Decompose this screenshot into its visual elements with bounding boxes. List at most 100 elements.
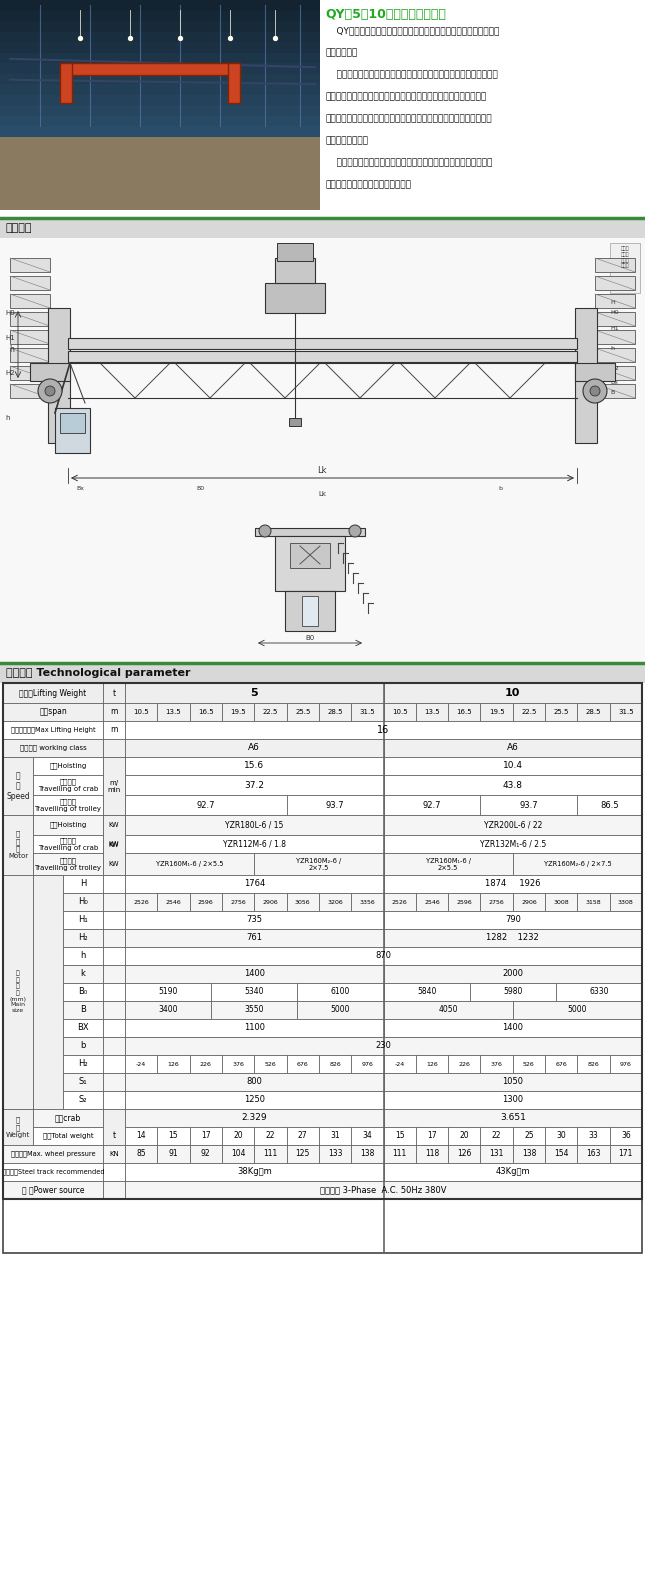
Bar — [286, 794, 384, 815]
Bar — [125, 704, 157, 721]
Bar — [277, 244, 313, 261]
Bar — [545, 893, 577, 911]
Text: H2: H2 — [610, 366, 619, 371]
Text: H1: H1 — [5, 334, 15, 341]
Bar — [384, 965, 642, 982]
Bar — [595, 258, 635, 272]
Text: 3158: 3158 — [586, 899, 601, 904]
Text: 10.5: 10.5 — [134, 708, 149, 715]
Text: KW: KW — [109, 821, 119, 828]
Text: 85: 85 — [136, 1149, 146, 1159]
Text: 1400: 1400 — [244, 970, 264, 979]
Bar — [55, 408, 90, 454]
Text: B: B — [80, 1006, 86, 1014]
Text: 20: 20 — [233, 1132, 243, 1140]
Bar — [481, 893, 513, 911]
Text: H0: H0 — [5, 310, 15, 315]
Bar — [10, 275, 50, 290]
Bar — [275, 258, 315, 283]
Point — [225, 25, 235, 51]
Text: 17: 17 — [201, 1132, 211, 1140]
Bar — [470, 982, 556, 1001]
Bar — [63, 1036, 103, 1055]
Bar — [103, 982, 125, 1001]
Bar — [125, 1073, 384, 1091]
Bar — [384, 911, 642, 930]
Bar — [63, 930, 103, 947]
Text: 轨顶到
梁顶面
距离参
考数值: 轨顶到 梁顶面 距离参 考数值 — [620, 247, 630, 269]
Text: 1250: 1250 — [244, 1095, 264, 1105]
Text: 226: 226 — [200, 1062, 212, 1067]
Text: YZR160M₂-6 / 2×7.5: YZR160M₂-6 / 2×7.5 — [544, 861, 611, 868]
Bar — [384, 1127, 416, 1145]
Bar — [125, 911, 384, 930]
Bar — [125, 758, 384, 775]
Point — [125, 25, 135, 51]
Text: 1874     1926: 1874 1926 — [485, 879, 541, 888]
Bar — [10, 258, 50, 272]
Bar — [384, 794, 481, 815]
Bar — [125, 794, 286, 815]
Circle shape — [590, 385, 600, 396]
Bar — [577, 1127, 610, 1145]
Bar — [0, 73, 320, 84]
Text: 三相交流 3-Phase  A.C. 50Hz 380V: 三相交流 3-Phase A.C. 50Hz 380V — [321, 1186, 447, 1194]
Text: 163: 163 — [586, 1149, 600, 1159]
Text: 22: 22 — [492, 1132, 501, 1140]
Bar — [610, 704, 642, 721]
Bar — [103, 758, 125, 775]
Bar — [513, 893, 545, 911]
Bar — [103, 834, 125, 853]
Text: 10.4: 10.4 — [502, 761, 522, 771]
Bar — [60, 64, 240, 75]
Bar — [63, 1019, 103, 1036]
Bar — [481, 704, 513, 721]
Text: 126: 126 — [168, 1062, 179, 1067]
Text: t: t — [112, 688, 115, 697]
Bar — [33, 794, 103, 815]
Bar — [125, 739, 384, 758]
Bar — [10, 330, 50, 344]
Text: 重
量
Weight: 重 量 Weight — [6, 1116, 30, 1138]
Circle shape — [349, 525, 361, 537]
Text: 2546: 2546 — [424, 899, 440, 904]
Bar — [0, 41, 320, 53]
Text: KW: KW — [109, 841, 119, 847]
Bar — [0, 64, 320, 73]
Text: KW: KW — [109, 861, 119, 868]
Text: m/
min: m/ min — [107, 780, 121, 793]
Text: 36: 36 — [621, 1132, 631, 1140]
Bar — [103, 1110, 125, 1145]
Text: 本起重机由箱形桥架、大车运行机构、小车、电气设备四部分构成。: 本起重机由箱形桥架、大车运行机构、小车、电气设备四部分构成。 — [325, 70, 498, 80]
Text: 526: 526 — [523, 1062, 535, 1067]
Circle shape — [38, 379, 62, 403]
Bar — [0, 218, 645, 237]
Bar — [125, 893, 157, 911]
Text: 2906: 2906 — [521, 899, 537, 904]
Text: h: h — [5, 416, 10, 420]
Circle shape — [583, 379, 607, 403]
Bar — [63, 876, 103, 893]
Bar — [125, 1001, 211, 1019]
Bar — [351, 1127, 384, 1145]
Bar — [222, 1127, 254, 1145]
Text: 800: 800 — [246, 1078, 262, 1086]
Bar — [157, 704, 190, 721]
Text: 5840: 5840 — [417, 987, 436, 997]
Text: 2756: 2756 — [489, 899, 504, 904]
Bar — [265, 283, 325, 314]
Text: B0: B0 — [305, 635, 315, 642]
Bar — [351, 893, 384, 911]
Text: 为了防止在工作过程中，带电设备上的电流可能通过被吊运的构件传: 为了防止在工作过程中，带电设备上的电流可能通过被吊运的构件传 — [325, 92, 486, 100]
Text: 761: 761 — [246, 933, 263, 942]
Bar — [3, 1145, 103, 1164]
Text: 1400: 1400 — [502, 1024, 523, 1033]
Bar — [610, 1127, 642, 1145]
Bar — [0, 169, 320, 178]
Bar — [577, 1145, 610, 1164]
Bar — [286, 1055, 319, 1073]
Text: 92: 92 — [201, 1149, 211, 1159]
Bar — [416, 893, 448, 911]
Bar — [610, 1055, 642, 1073]
Bar — [275, 537, 345, 591]
